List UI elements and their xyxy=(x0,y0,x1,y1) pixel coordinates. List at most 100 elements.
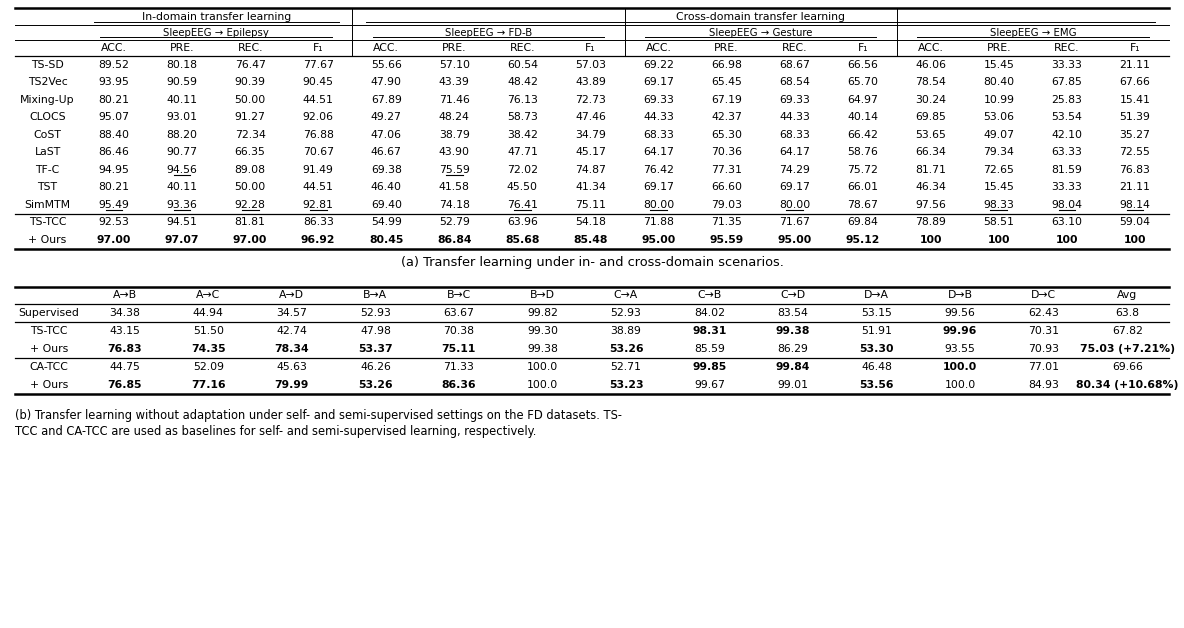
Text: 96.92: 96.92 xyxy=(301,235,335,245)
Text: 95.59: 95.59 xyxy=(709,235,744,245)
Text: SleepEEG → FD-B: SleepEEG → FD-B xyxy=(445,28,532,38)
Text: 81.81: 81.81 xyxy=(234,217,265,227)
Text: 80.45: 80.45 xyxy=(369,235,404,245)
Text: 68.67: 68.67 xyxy=(779,60,810,70)
Text: 69.33: 69.33 xyxy=(779,95,810,105)
Text: 94.51: 94.51 xyxy=(167,217,198,227)
Text: 74.18: 74.18 xyxy=(439,200,470,210)
Text: 43.90: 43.90 xyxy=(439,147,470,157)
Text: 71.67: 71.67 xyxy=(779,217,810,227)
Text: SleepEEG → EMG: SleepEEG → EMG xyxy=(990,28,1076,38)
Text: 80.00: 80.00 xyxy=(779,200,810,210)
Text: TS-TCC: TS-TCC xyxy=(31,325,67,335)
Text: 53.54: 53.54 xyxy=(1051,112,1082,122)
Text: 80.18: 80.18 xyxy=(167,60,198,70)
Text: 44.51: 44.51 xyxy=(303,95,334,105)
Text: 33.33: 33.33 xyxy=(1051,60,1082,70)
Text: 34.57: 34.57 xyxy=(276,308,308,318)
Text: 64.17: 64.17 xyxy=(643,147,674,157)
Text: 47.71: 47.71 xyxy=(507,147,538,157)
Text: 33.33: 33.33 xyxy=(1051,182,1082,192)
Text: 93.55: 93.55 xyxy=(945,344,976,354)
Text: 38.42: 38.42 xyxy=(507,130,538,140)
Text: 98.14: 98.14 xyxy=(1120,200,1151,210)
Text: 66.98: 66.98 xyxy=(712,60,742,70)
Text: 42.10: 42.10 xyxy=(1051,130,1082,140)
Text: 78.54: 78.54 xyxy=(915,77,946,87)
Text: 25.83: 25.83 xyxy=(1051,95,1082,105)
Text: 43.15: 43.15 xyxy=(109,325,140,335)
Text: 86.33: 86.33 xyxy=(303,217,334,227)
Text: ACC.: ACC. xyxy=(373,43,399,53)
Text: 46.34: 46.34 xyxy=(915,182,946,192)
Text: 52.09: 52.09 xyxy=(193,362,224,372)
Text: F₁: F₁ xyxy=(1130,43,1140,53)
Text: 99.38: 99.38 xyxy=(527,344,558,354)
Text: 89.08: 89.08 xyxy=(234,165,265,175)
Text: TCC and CA-TCC are used as baselines for self- and semi-supervised learning, res: TCC and CA-TCC are used as baselines for… xyxy=(15,425,536,438)
Text: 50.00: 50.00 xyxy=(234,182,265,192)
Text: 53.26: 53.26 xyxy=(358,379,393,389)
Text: 78.67: 78.67 xyxy=(848,200,879,210)
Text: 100.0: 100.0 xyxy=(527,379,558,389)
Text: 95.12: 95.12 xyxy=(845,235,880,245)
Text: 72.73: 72.73 xyxy=(575,95,606,105)
Text: 86.29: 86.29 xyxy=(778,344,809,354)
Text: 74.87: 74.87 xyxy=(575,165,606,175)
Text: 64.17: 64.17 xyxy=(779,147,810,157)
Text: 69.17: 69.17 xyxy=(779,182,810,192)
Text: CA-TCC: CA-TCC xyxy=(30,362,69,372)
Text: 15.41: 15.41 xyxy=(1120,95,1151,105)
Text: 85.59: 85.59 xyxy=(694,344,725,354)
Text: 46.40: 46.40 xyxy=(371,182,401,192)
Text: 99.85: 99.85 xyxy=(693,362,727,372)
Text: 53.56: 53.56 xyxy=(860,379,894,389)
Text: TST: TST xyxy=(38,182,58,192)
Text: 42.37: 42.37 xyxy=(712,112,742,122)
Text: 100.0: 100.0 xyxy=(527,362,558,372)
Text: 99.38: 99.38 xyxy=(776,325,810,335)
Text: 71.33: 71.33 xyxy=(444,362,475,372)
Text: 95.00: 95.00 xyxy=(778,235,812,245)
Text: 76.85: 76.85 xyxy=(108,379,142,389)
Text: 40.14: 40.14 xyxy=(848,112,879,122)
Text: SleepEEG → Gesture: SleepEEG → Gesture xyxy=(709,28,812,38)
Text: 70.38: 70.38 xyxy=(444,325,475,335)
Text: 76.88: 76.88 xyxy=(303,130,334,140)
Text: 95.07: 95.07 xyxy=(98,112,129,122)
Text: 99.30: 99.30 xyxy=(527,325,558,335)
Text: 72.55: 72.55 xyxy=(1120,147,1151,157)
Text: 46.48: 46.48 xyxy=(861,362,892,372)
Text: 79.03: 79.03 xyxy=(712,200,742,210)
Text: 97.56: 97.56 xyxy=(915,200,946,210)
Text: F₁: F₁ xyxy=(313,43,323,53)
Text: 91.49: 91.49 xyxy=(303,165,334,175)
Text: 85.68: 85.68 xyxy=(506,235,540,245)
Text: 100.0: 100.0 xyxy=(945,379,976,389)
Text: (b) Transfer learning without adaptation under self- and semi-supervised setting: (b) Transfer learning without adaptation… xyxy=(15,409,622,423)
Text: 53.06: 53.06 xyxy=(984,112,1015,122)
Text: 100: 100 xyxy=(987,235,1010,245)
Text: 44.51: 44.51 xyxy=(303,182,334,192)
Text: 59.04: 59.04 xyxy=(1119,217,1151,227)
Text: 44.75: 44.75 xyxy=(109,362,140,372)
Text: 50.00: 50.00 xyxy=(234,95,265,105)
Text: 52.79: 52.79 xyxy=(439,217,470,227)
Text: 85.48: 85.48 xyxy=(573,235,607,245)
Text: Supervised: Supervised xyxy=(19,308,79,318)
Text: 38.89: 38.89 xyxy=(611,325,642,335)
Text: TF-C: TF-C xyxy=(36,165,59,175)
Text: 58.73: 58.73 xyxy=(507,112,538,122)
Text: 75.59: 75.59 xyxy=(439,165,470,175)
Text: 71.46: 71.46 xyxy=(439,95,470,105)
Text: Cross-domain transfer learning: Cross-domain transfer learning xyxy=(676,11,845,21)
Text: 69.85: 69.85 xyxy=(915,112,946,122)
Text: 97.07: 97.07 xyxy=(165,235,199,245)
Text: A→D: A→D xyxy=(279,290,304,300)
Text: A→B: A→B xyxy=(112,290,137,300)
Text: 44.94: 44.94 xyxy=(193,308,224,318)
Text: ACC.: ACC. xyxy=(645,43,671,53)
Text: 46.06: 46.06 xyxy=(915,60,946,70)
Text: 44.33: 44.33 xyxy=(643,112,674,122)
Text: PRE.: PRE. xyxy=(169,43,194,53)
